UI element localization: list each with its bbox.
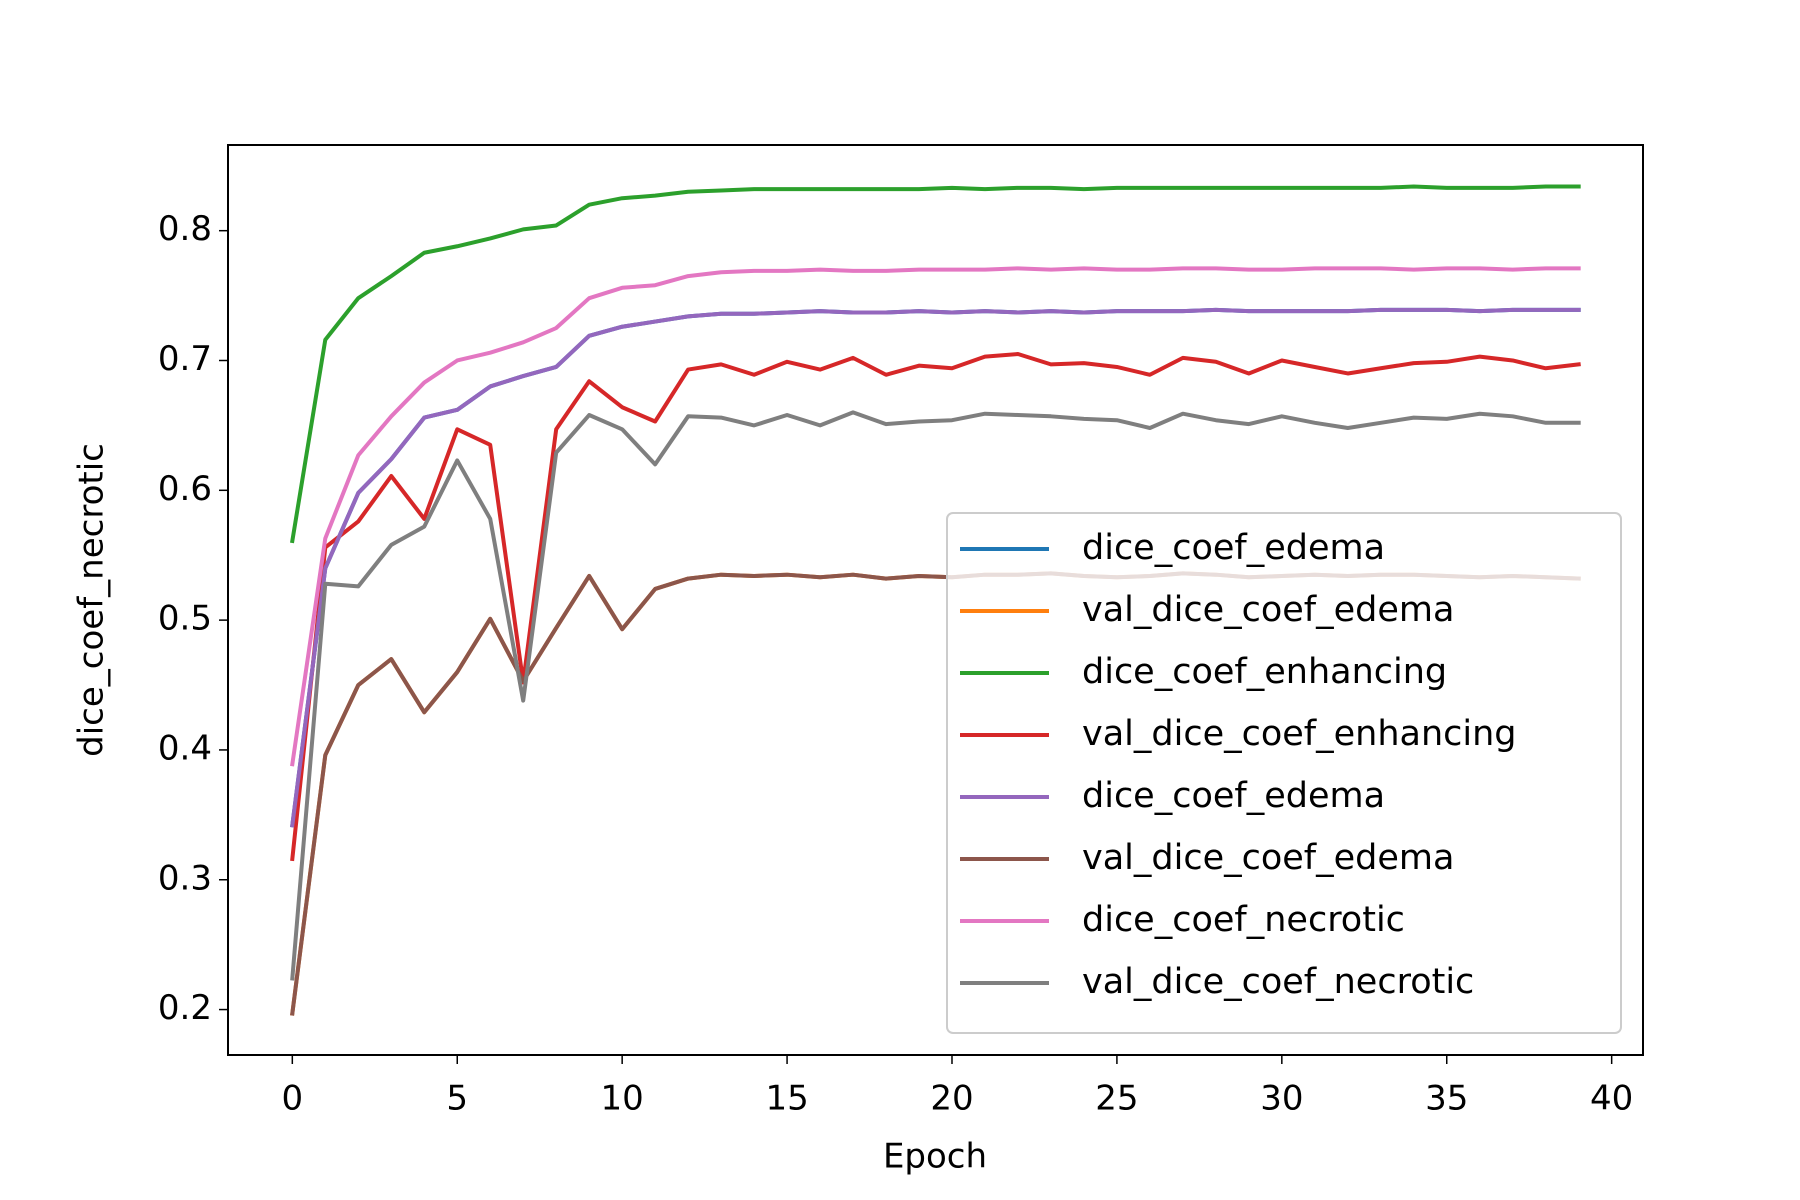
series-line (290, 266, 1581, 767)
x-tick-label: 25 (1095, 1079, 1138, 1119)
series-line (290, 307, 1581, 828)
legend-label: val_dice_coef_enhancing (1082, 714, 1517, 754)
x-tick-label: 40 (1590, 1079, 1633, 1119)
x-tick-label: 20 (930, 1079, 973, 1119)
x-tick-label: 15 (765, 1079, 808, 1119)
x-tick-label: 30 (1260, 1079, 1303, 1119)
x-tick-label: 5 (446, 1079, 468, 1119)
y-tick-label: 0.4 (158, 728, 212, 768)
plot-frame (227, 144, 1644, 1056)
y-tick-label: 0.7 (158, 339, 212, 379)
y-tick-label: 0.5 (158, 599, 212, 639)
y-tick-label: 0.8 (158, 209, 212, 249)
y-tick-label: 0.2 (158, 988, 212, 1028)
x-tick-label: 35 (1425, 1079, 1468, 1119)
y-tick-label: 0.6 (158, 469, 212, 509)
y-tick-label: 0.3 (158, 858, 212, 898)
legend-label: val_dice_coef_edema (1082, 590, 1454, 630)
y-axis-label: dice_coef_necrotic (72, 443, 112, 757)
legend-label: dice_coef_edema (1082, 776, 1385, 816)
legend: dice_coef_edema val_dice_coef_edema dice_c… (946, 512, 1622, 1034)
series-line (290, 410, 1581, 981)
legend-label: val_dice_coef_necrotic (1082, 962, 1474, 1002)
legend-label: dice_coef_enhancing (1082, 652, 1447, 692)
legend-frame (946, 512, 1622, 1034)
legend-label: dice_coef_necrotic (1082, 900, 1405, 940)
x-axis-label: Epoch (883, 1137, 987, 1177)
x-tick-label: 10 (601, 1079, 644, 1119)
legend-label: val_dice_coef_edema (1082, 838, 1454, 878)
series-line (290, 184, 1581, 544)
legend-label: dice_coef_edema (1082, 528, 1385, 568)
x-tick-label: 0 (281, 1079, 303, 1119)
series-line (290, 352, 1581, 862)
